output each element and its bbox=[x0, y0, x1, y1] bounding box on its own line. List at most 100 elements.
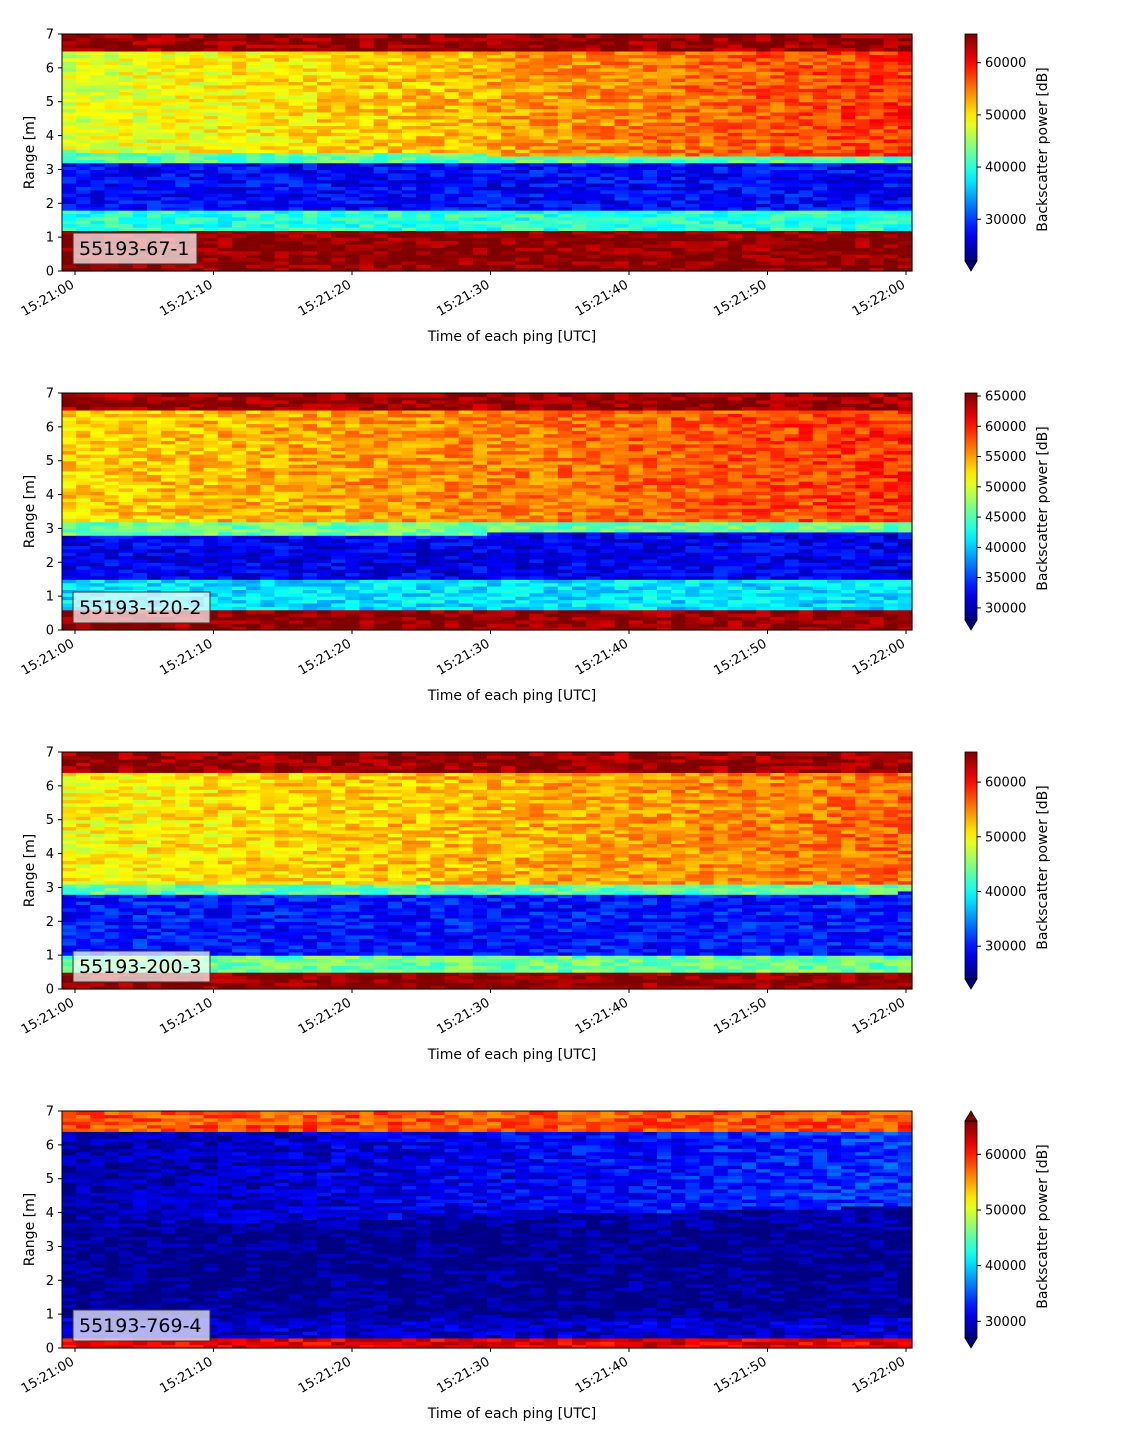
heatmap-cell bbox=[331, 118, 346, 123]
heatmap-cell bbox=[869, 44, 885, 49]
heatmap-cell bbox=[586, 166, 601, 171]
heatmap-cell bbox=[161, 216, 176, 221]
heatmap-cell bbox=[373, 149, 389, 154]
heatmap-cell bbox=[699, 128, 715, 133]
heatmap-cell bbox=[118, 501, 134, 506]
heatmap-cell bbox=[671, 37, 686, 42]
heatmap-cell bbox=[515, 237, 531, 242]
heatmap-cell bbox=[742, 94, 757, 99]
heatmap-cell bbox=[62, 125, 77, 130]
heatmap-cell bbox=[288, 71, 304, 76]
heatmap-cell bbox=[189, 172, 205, 177]
heatmap-cell bbox=[557, 260, 573, 265]
heatmap-cell bbox=[302, 152, 318, 157]
heatmap-cell bbox=[628, 226, 644, 231]
heatmap-cell bbox=[317, 233, 332, 238]
heatmap-cell bbox=[203, 585, 219, 590]
heatmap-cell bbox=[487, 189, 502, 194]
heatmap-cell bbox=[402, 54, 417, 59]
heatmap-cell bbox=[90, 138, 106, 143]
heatmap-cell bbox=[62, 525, 77, 530]
heatmap-cell bbox=[402, 193, 417, 198]
heatmap-cell bbox=[302, 159, 318, 164]
heatmap-cell bbox=[444, 226, 460, 231]
heatmap-cell bbox=[373, 169, 389, 174]
heatmap-cell bbox=[742, 122, 757, 127]
heatmap-cell bbox=[217, 247, 233, 252]
heatmap-cell bbox=[798, 88, 814, 93]
heatmap-cell bbox=[217, 135, 233, 140]
heatmap-cell bbox=[501, 149, 516, 154]
heatmap-cell bbox=[600, 64, 616, 69]
heatmap-cell bbox=[628, 138, 644, 143]
heatmap-cell bbox=[175, 142, 191, 147]
heatmap-cell bbox=[855, 203, 871, 208]
heatmap-cell bbox=[472, 260, 488, 265]
heatmap-cell bbox=[756, 206, 771, 211]
heatmap-cell bbox=[345, 91, 361, 96]
heatmap-cell bbox=[472, 223, 488, 228]
heatmap-cell bbox=[897, 176, 913, 181]
heatmap-cell bbox=[642, 71, 658, 76]
heatmap-cell bbox=[827, 213, 842, 218]
heatmap-cell bbox=[90, 416, 106, 421]
heatmap-cell bbox=[118, 552, 134, 557]
heatmap-cell bbox=[855, 142, 871, 147]
heatmap-cell bbox=[897, 122, 913, 127]
heatmap-cell bbox=[246, 213, 261, 218]
heatmap-cell bbox=[232, 44, 247, 49]
heatmap-cell bbox=[841, 260, 856, 265]
heatmap-cell bbox=[373, 159, 389, 164]
heatmap-cell bbox=[317, 84, 332, 89]
heatmap-cell bbox=[274, 142, 290, 147]
heatmap-cell bbox=[657, 98, 672, 103]
heatmap-cell bbox=[487, 61, 502, 66]
heatmap-cell bbox=[62, 474, 77, 479]
heatmap-cell bbox=[416, 135, 431, 140]
heatmap-cell bbox=[841, 132, 856, 137]
heatmap-cell bbox=[76, 179, 91, 184]
heatmap-cell bbox=[798, 182, 814, 187]
heatmap-cell bbox=[812, 250, 828, 255]
heatmap-cell bbox=[189, 447, 205, 452]
heatmap-cell bbox=[713, 223, 729, 228]
heatmap-cell bbox=[345, 254, 361, 259]
heatmap-cell bbox=[685, 254, 701, 259]
heatmap-cell bbox=[472, 78, 488, 82]
heatmap-cell bbox=[132, 47, 148, 52]
heatmap-cell bbox=[90, 514, 106, 519]
heatmap-cell bbox=[161, 433, 176, 438]
heatmap-cell bbox=[274, 176, 290, 181]
heatmap-cell bbox=[161, 196, 176, 201]
heatmap-cell bbox=[883, 267, 899, 272]
heatmap-cell bbox=[699, 247, 715, 252]
heatmap-cell bbox=[543, 105, 559, 110]
heatmap-cell bbox=[841, 105, 856, 110]
heatmap-cell bbox=[402, 216, 417, 221]
heatmap-cell bbox=[76, 508, 91, 513]
heatmap-cell bbox=[189, 71, 205, 76]
heatmap-cell bbox=[232, 196, 247, 201]
heatmap-cell bbox=[798, 84, 814, 89]
heatmap-cell bbox=[784, 186, 800, 191]
heatmap-cell bbox=[543, 128, 559, 133]
heatmap-cell bbox=[897, 189, 913, 194]
heatmap-cell bbox=[288, 138, 304, 143]
heatmap-cell bbox=[331, 223, 346, 228]
heatmap-cell bbox=[104, 34, 120, 38]
heatmap-cell bbox=[217, 250, 233, 255]
heatmap-cell bbox=[118, 487, 134, 492]
heatmap-cell bbox=[883, 78, 899, 82]
heatmap-cell bbox=[487, 105, 502, 110]
heatmap-cell bbox=[76, 535, 91, 540]
y-tick-label: 4 bbox=[46, 129, 54, 144]
heatmap-cell bbox=[246, 67, 261, 72]
heatmap-cell bbox=[869, 247, 885, 252]
heatmap-cell bbox=[161, 508, 176, 513]
heatmap-cell bbox=[189, 182, 205, 187]
heatmap-cell bbox=[416, 44, 431, 49]
heatmap-cell bbox=[76, 98, 91, 103]
heatmap-cell bbox=[274, 233, 290, 238]
heatmap-cell bbox=[586, 125, 601, 130]
heatmap-cell bbox=[543, 216, 559, 221]
